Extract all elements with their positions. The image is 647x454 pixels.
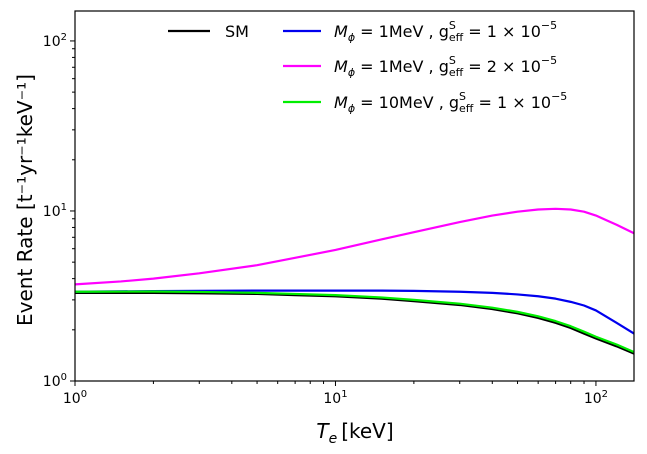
y-tick-label: 101 bbox=[43, 202, 67, 220]
legend-label-m1-g1: Mϕ = 1MeV , gS eff = 1 × 10−5 bbox=[334, 19, 557, 44]
legend-label-sm: SM bbox=[225, 22, 249, 41]
series-layer bbox=[75, 207, 634, 355]
series-line-sm bbox=[75, 291, 634, 355]
x-tick-label: 100 bbox=[63, 389, 87, 407]
y-tick-label: 102 bbox=[43, 32, 67, 50]
series-line-m1_g1 bbox=[75, 289, 634, 335]
legend: SM Mϕ = 1MeV , gS eff = 1 × 10−5 Mϕ = 1Me… bbox=[168, 19, 567, 115]
y-axis-label: Event Rate [t⁻¹yr⁻¹keV⁻¹] bbox=[13, 74, 37, 326]
plot-frame bbox=[74, 10, 635, 382]
ticks-layer: 100 101 102 100 101 102 bbox=[43, 32, 608, 407]
legend-label-m10-g1: Mϕ = 10MeV , gS eff = 1 × 10−5 bbox=[334, 90, 567, 115]
x-tick-label: 102 bbox=[584, 389, 608, 407]
x-tick-label: 101 bbox=[323, 389, 347, 407]
y-tick-label: 100 bbox=[43, 372, 67, 390]
series-line-m1_g2 bbox=[75, 207, 634, 286]
x-axis-label: Te [keV] bbox=[316, 419, 393, 447]
legend-label-m1-g2: Mϕ = 1MeV , gS eff = 2 × 10−5 bbox=[334, 54, 557, 79]
series-line-m10_g1 bbox=[75, 290, 634, 354]
